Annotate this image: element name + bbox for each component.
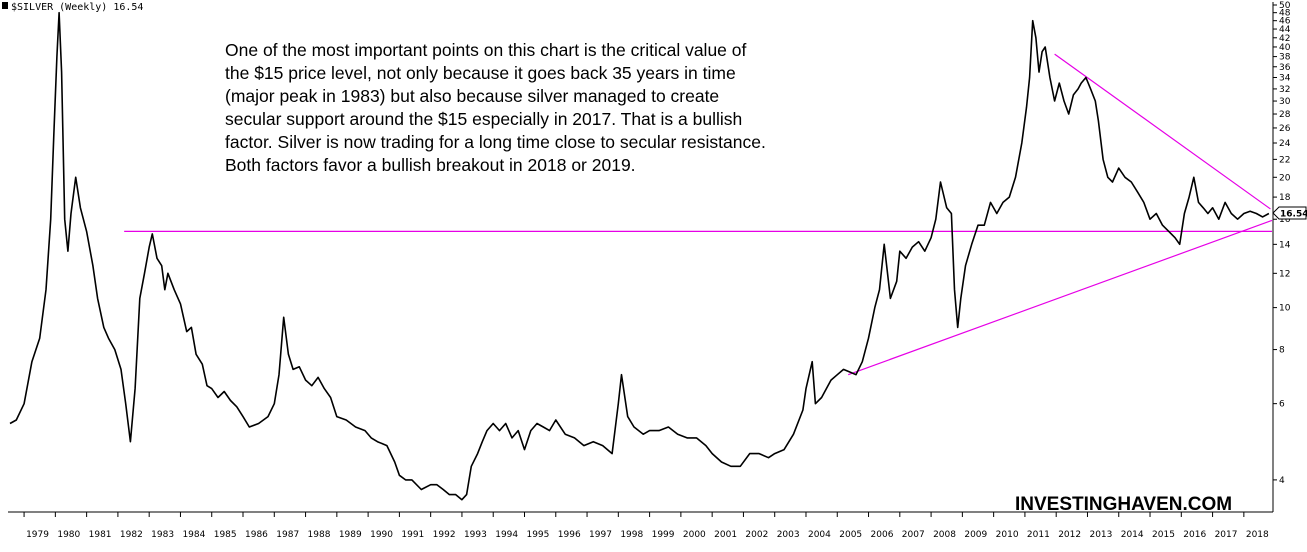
y-tick-label: 24 bbox=[1279, 139, 1291, 149]
chart-title: $SILVER (Weekly) 16.54 bbox=[11, 2, 143, 13]
x-tick-label: 1999 bbox=[652, 530, 675, 540]
x-tick-label: 1980 bbox=[57, 530, 80, 540]
x-tick-label: 2009 bbox=[964, 530, 987, 540]
y-tick-label: 46 bbox=[1279, 17, 1291, 27]
y-tick-label: 16 bbox=[1279, 215, 1291, 225]
x-tick-label: 1993 bbox=[464, 530, 487, 540]
trendline-2 bbox=[848, 219, 1273, 376]
y-tick-label: 10 bbox=[1279, 304, 1291, 314]
x-tick-label: 2006 bbox=[871, 530, 894, 540]
y-tick-label: 20 bbox=[1279, 173, 1291, 183]
y-axis-ticks: 4681012141618202224262830323436384042444… bbox=[1273, 1, 1291, 486]
x-tick-label: 2008 bbox=[933, 530, 956, 540]
last-value-label: 16.54 bbox=[1280, 209, 1307, 219]
y-tick-label: 34 bbox=[1279, 74, 1291, 84]
x-tick-label: 1987 bbox=[276, 530, 299, 540]
y-tick-label: 50 bbox=[1279, 1, 1291, 11]
x-tick-label: 2012 bbox=[1058, 530, 1081, 540]
y-tick-label: 22 bbox=[1279, 155, 1290, 165]
y-tick-label: 28 bbox=[1279, 110, 1291, 120]
y-tick-label: 6 bbox=[1279, 400, 1285, 410]
x-tick-label: 1984 bbox=[182, 530, 205, 540]
watermark: INVESTINGHAVEN.COM bbox=[1015, 494, 1232, 515]
y-tick-label: 42 bbox=[1279, 34, 1290, 44]
trendline-3 bbox=[1054, 53, 1271, 210]
y-tick-label: 30 bbox=[1279, 97, 1291, 107]
y-tick-label: 8 bbox=[1279, 346, 1285, 356]
y-tick-label: 26 bbox=[1279, 124, 1291, 134]
annotation-line: factor. Silver is now trading for a long… bbox=[225, 132, 766, 152]
x-tick-label: 2016 bbox=[1183, 530, 1206, 540]
x-tick-label: 2010 bbox=[996, 530, 1019, 540]
x-tick-label: 2000 bbox=[683, 530, 706, 540]
x-tick-label: 1990 bbox=[370, 530, 393, 540]
annotation-line: (major peak in 1983) but also because si… bbox=[225, 86, 719, 106]
x-tick-label: 1981 bbox=[89, 530, 112, 540]
chart-header: $SILVER (Weekly) 16.54 bbox=[2, 2, 143, 13]
x-tick-label: 2007 bbox=[902, 530, 925, 540]
x-tick-label: 1989 bbox=[339, 530, 362, 540]
x-tick-label: 2005 bbox=[839, 530, 862, 540]
x-tick-label: 2011 bbox=[1027, 530, 1050, 540]
x-tick-label: 1982 bbox=[120, 530, 143, 540]
x-tick-label: 1998 bbox=[620, 530, 643, 540]
x-tick-label: 1997 bbox=[589, 530, 612, 540]
annotation-text: One of the most important points on this… bbox=[225, 40, 766, 175]
x-tick-label: 1992 bbox=[433, 530, 456, 540]
y-tick-label: 44 bbox=[1279, 25, 1291, 35]
y-tick-label: 40 bbox=[1279, 43, 1291, 53]
x-tick-label: 1991 bbox=[401, 530, 424, 540]
x-tick-label: 2013 bbox=[1089, 530, 1112, 540]
x-tick-label: 1994 bbox=[495, 530, 518, 540]
bar-chart-icon bbox=[2, 2, 8, 9]
price-series-line bbox=[9, 11, 1270, 501]
x-tick-label: 1979 bbox=[26, 530, 49, 540]
annotation-line: secular support around the $15 especiall… bbox=[225, 109, 742, 129]
x-axis-ticks: 1979 1980 1981 1982 1983 1984 1985 1986 1987 1988… bbox=[23, 512, 1269, 540]
x-tick-label: 2014 bbox=[1121, 530, 1144, 540]
annotation-line: the $15 price level, not only because it… bbox=[225, 63, 736, 83]
trendlines bbox=[124, 53, 1273, 376]
x-tick-label: 1995 bbox=[526, 530, 549, 540]
x-tick-label: 1986 bbox=[245, 530, 268, 540]
y-tick-label: 4 bbox=[1279, 476, 1285, 486]
x-tick-label: 1985 bbox=[214, 530, 237, 540]
x-tick-label: 1996 bbox=[558, 530, 581, 540]
y-tick-label: 36 bbox=[1279, 63, 1291, 73]
y-tick-label: 12 bbox=[1279, 269, 1290, 279]
x-tick-label: 1983 bbox=[151, 530, 174, 540]
y-tick-label: 32 bbox=[1279, 85, 1290, 95]
x-tick-label: 1988 bbox=[308, 530, 331, 540]
x-tick-label: 2017 bbox=[1215, 530, 1238, 540]
annotation-line: Both factors favor a bullish breakout in… bbox=[225, 155, 636, 175]
x-tick-label: 2018 bbox=[1246, 530, 1269, 540]
annotation-line: One of the most important points on this… bbox=[225, 40, 746, 60]
last-value-tag bbox=[1272, 206, 1307, 220]
x-tick-label: 2015 bbox=[1152, 530, 1175, 540]
y-tick-label: 48 bbox=[1279, 9, 1291, 19]
x-tick-label: 2002 bbox=[745, 530, 768, 540]
y-tick-label: 18 bbox=[1279, 193, 1291, 203]
last-value-marker: 16.54 bbox=[1272, 206, 1307, 220]
x-tick-label: 2004 bbox=[808, 530, 831, 540]
y-tick-label: 14 bbox=[1279, 240, 1291, 250]
x-tick-label: 2003 bbox=[777, 530, 800, 540]
x-tick-label: 2001 bbox=[714, 530, 737, 540]
y-tick-label: 38 bbox=[1279, 53, 1291, 63]
